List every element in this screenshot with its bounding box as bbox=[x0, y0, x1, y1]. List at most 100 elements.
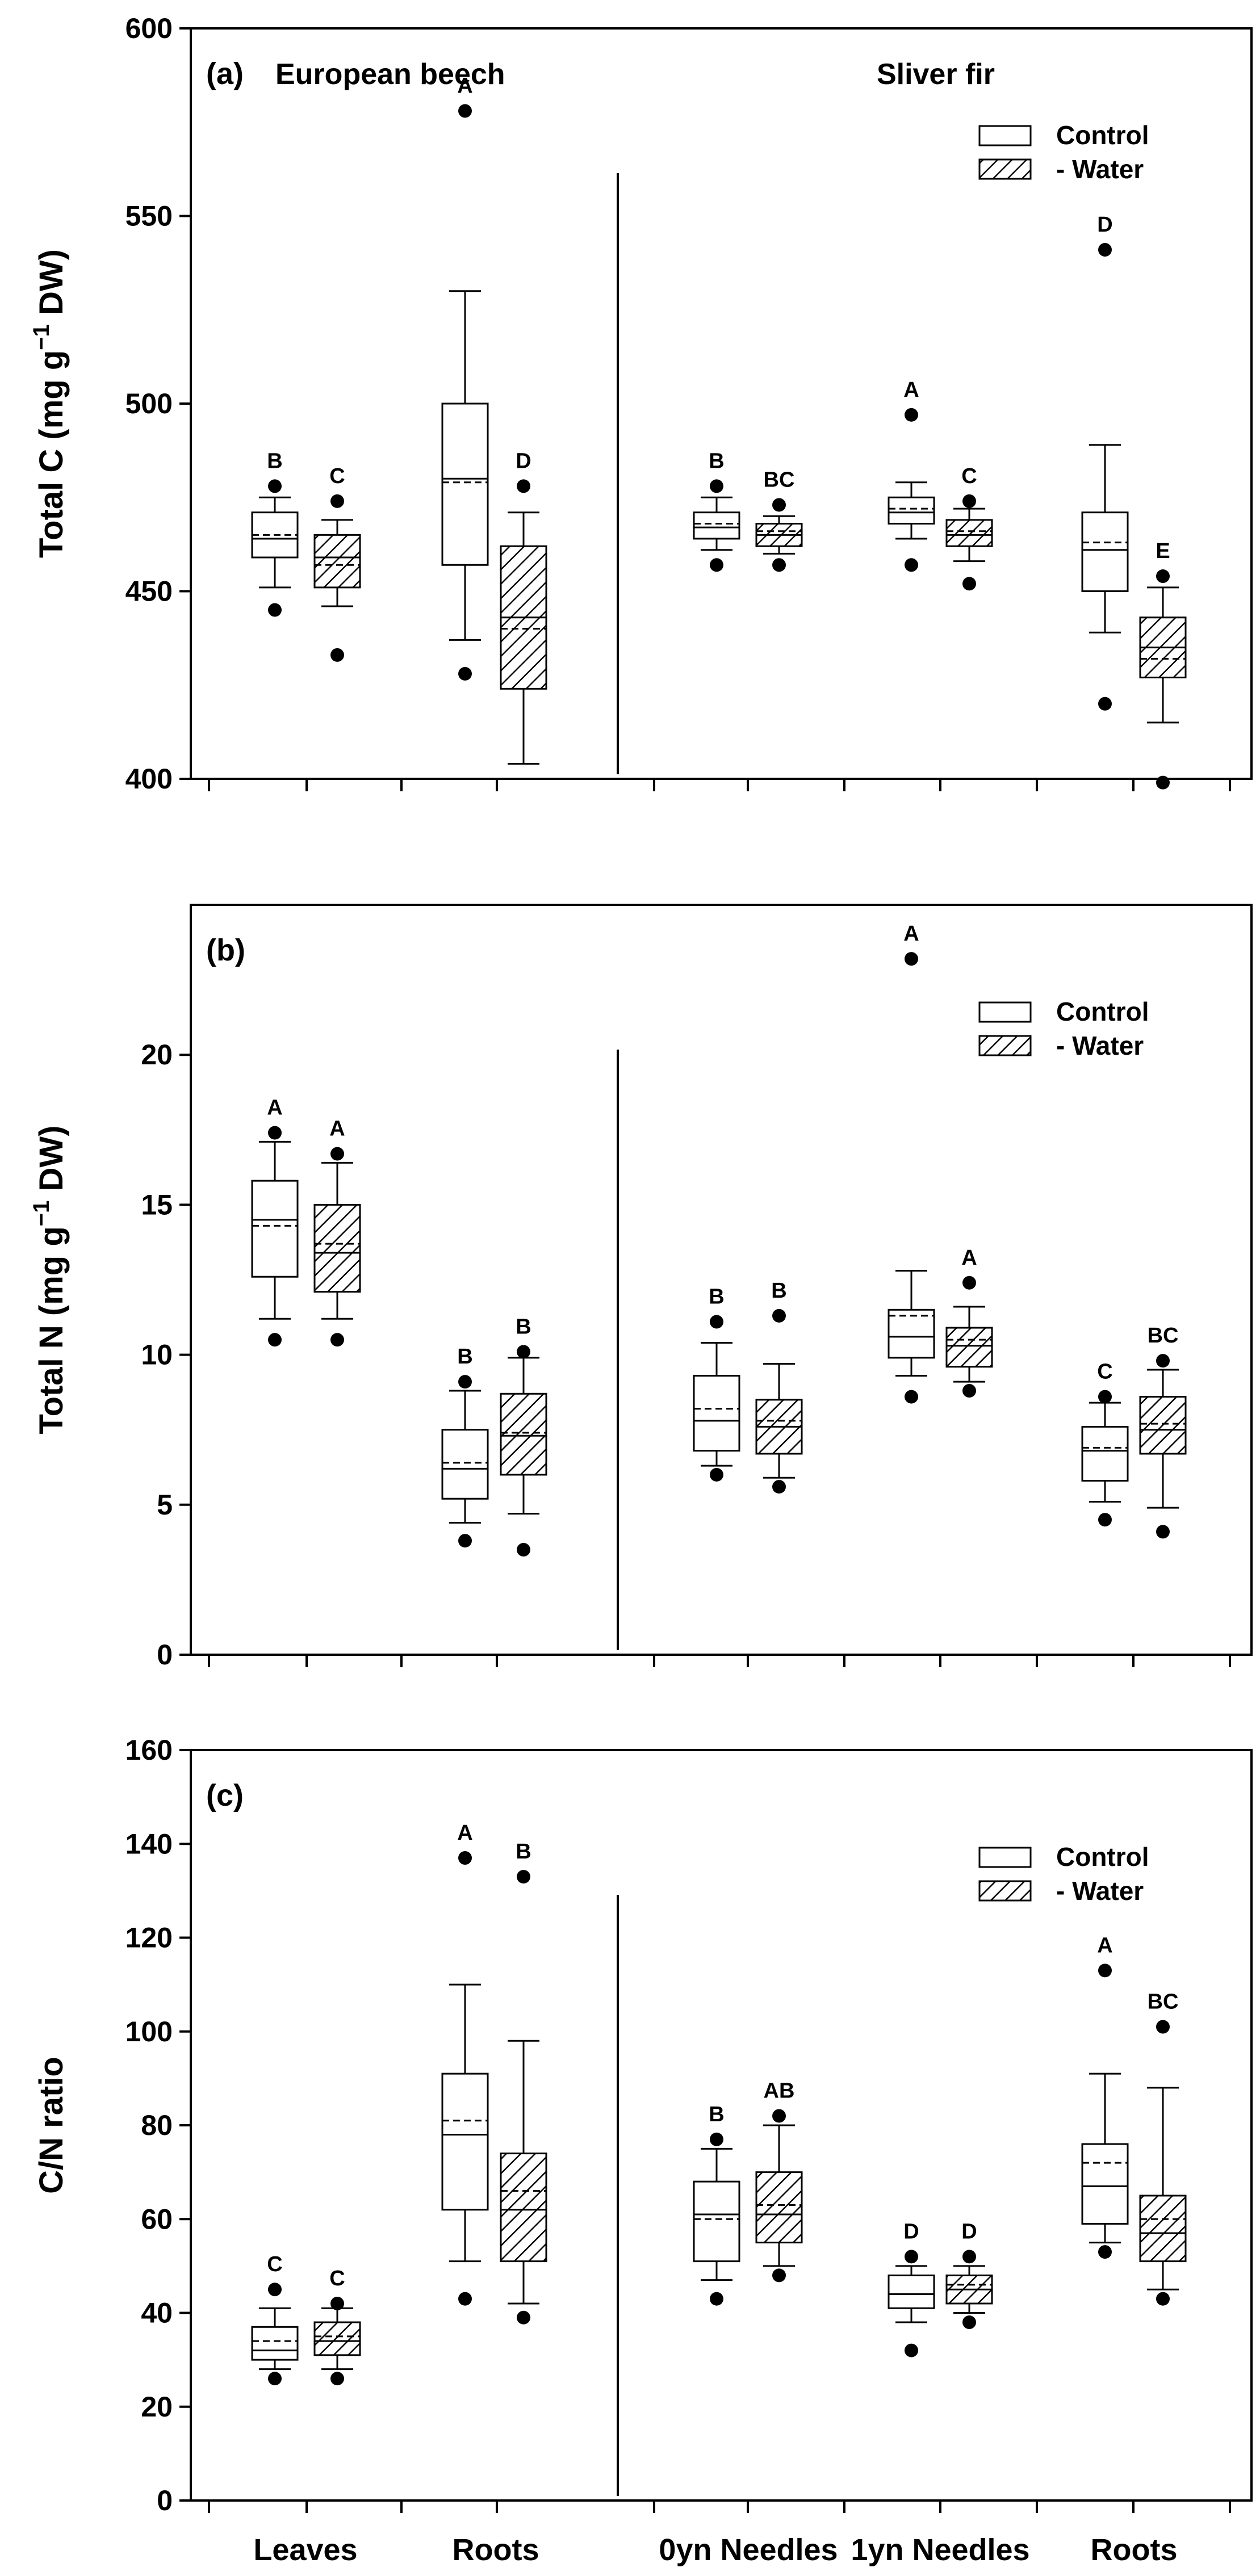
box-body bbox=[693, 511, 740, 540]
outlier-point bbox=[962, 1384, 976, 1398]
y-axis-title: Total N (mg g−1 DW) bbox=[29, 1126, 70, 1434]
box-leaves-control: B bbox=[251, 449, 299, 617]
box-1yn-needles-water: A bbox=[945, 1246, 993, 1398]
outlier-point bbox=[330, 648, 344, 662]
box-0yn-needles-control: B bbox=[693, 1285, 740, 1482]
outlier-point bbox=[330, 2372, 344, 2386]
outlier-point bbox=[905, 408, 918, 422]
box-1yn-needles-control: D bbox=[888, 2220, 935, 2357]
outlier-point bbox=[710, 558, 723, 572]
legend-label-water: - Water bbox=[1056, 1031, 1144, 1060]
significance-letter: B bbox=[709, 1285, 724, 1308]
box-body bbox=[251, 2326, 299, 2361]
outlier-point bbox=[517, 1345, 530, 1359]
legend-swatch-water bbox=[978, 158, 1032, 180]
x-category-label: Roots bbox=[453, 2533, 539, 2567]
outlier-point bbox=[772, 2109, 786, 2123]
outlier-point bbox=[268, 1126, 282, 1140]
y-tick-label: 140 bbox=[125, 1828, 173, 1860]
outlier-point bbox=[458, 2292, 472, 2306]
panel-label: (c) bbox=[206, 1778, 244, 1813]
box-body bbox=[441, 402, 489, 566]
y-axis-title-main: Total C (mg g bbox=[33, 350, 70, 558]
y-tick-label: 550 bbox=[125, 200, 173, 232]
outlier-point bbox=[458, 1851, 472, 1865]
y-tick-label: 80 bbox=[141, 2109, 173, 2141]
outlier-point bbox=[962, 494, 976, 508]
outlier-point bbox=[1156, 1354, 1170, 1368]
legend: Control - Water bbox=[978, 1842, 1149, 1906]
outlier-point bbox=[268, 2372, 282, 2386]
legend-swatch-control bbox=[978, 125, 1032, 146]
outlier-point bbox=[772, 1308, 786, 1323]
box-leaves-water: A bbox=[313, 1117, 361, 1347]
outlier-point bbox=[517, 2310, 530, 2325]
box-body bbox=[313, 1203, 361, 1293]
significance-letter: C bbox=[267, 2252, 282, 2276]
outlier-point bbox=[1098, 2245, 1112, 2259]
significance-letter: A bbox=[903, 378, 919, 402]
outlier-point bbox=[905, 2250, 918, 2264]
panel-label: (b) bbox=[206, 933, 245, 967]
y-tick-label: 160 bbox=[125, 1734, 173, 1766]
box-body bbox=[945, 519, 993, 547]
significance-letter: B bbox=[457, 1345, 472, 1369]
y-axis-title-exponent: −1 bbox=[29, 324, 54, 350]
y-tick-label: 40 bbox=[141, 2297, 173, 2329]
significance-letter: D bbox=[903, 2220, 919, 2243]
y-axis-title: Total C (mg g−1 DW) bbox=[29, 249, 70, 558]
y-axis-title-tail: DW) bbox=[33, 249, 70, 324]
legend-label-control: Control bbox=[1056, 997, 1149, 1026]
outlier-point bbox=[772, 1480, 786, 1494]
x-category-label: Roots bbox=[1091, 2533, 1178, 2567]
outlier-point bbox=[710, 479, 723, 493]
box-body bbox=[945, 1327, 993, 1368]
box-leaves-water: C bbox=[313, 2267, 361, 2386]
y-tick-label: 5 bbox=[157, 1489, 173, 1521]
outlier-point bbox=[1156, 2292, 1170, 2306]
significance-letter: B bbox=[709, 449, 724, 473]
outlier-point bbox=[905, 952, 918, 966]
significance-letter: E bbox=[1156, 539, 1170, 563]
significance-letter: D bbox=[1097, 213, 1112, 237]
box-body bbox=[1139, 2195, 1187, 2263]
box-roots-control: D bbox=[1081, 213, 1129, 711]
panel-label: (a) bbox=[206, 57, 244, 91]
outlier-point bbox=[772, 498, 786, 512]
y-tick-label: 15 bbox=[141, 1189, 173, 1220]
x-category-label: 1yn Needles bbox=[851, 2533, 1029, 2567]
outlier-point bbox=[458, 1534, 472, 1548]
box-roots-control: B bbox=[441, 1345, 489, 1548]
outlier-point bbox=[1156, 1525, 1170, 1539]
plot-frame bbox=[190, 904, 1253, 1656]
box-roots-water: BC bbox=[1139, 1324, 1187, 1539]
outlier-point bbox=[458, 666, 472, 681]
box-0yn-needles-control: B bbox=[693, 2103, 740, 2306]
box-body bbox=[693, 1375, 740, 1452]
significance-letter: A bbox=[961, 1246, 977, 1270]
legend-label-water: - Water bbox=[1056, 154, 1144, 184]
outlier-point bbox=[710, 1315, 723, 1329]
significance-letter: B bbox=[771, 1279, 786, 1303]
box-roots-water: B bbox=[500, 1840, 547, 2325]
outlier-point bbox=[330, 2296, 344, 2310]
outlier-point bbox=[1098, 1390, 1112, 1404]
x-category-label: 0yn Needles bbox=[659, 2533, 838, 2567]
panel-a: 400 450 500 550 600 Total C (mg g−1 DW) (a) Eur… bbox=[29, 12, 1253, 795]
box-body bbox=[755, 2171, 803, 2244]
box-body bbox=[888, 1308, 935, 1359]
outlier-point bbox=[905, 558, 918, 572]
box-body bbox=[1139, 1396, 1187, 1455]
outlier-point bbox=[1156, 775, 1170, 790]
box-0yn-needles-water: B bbox=[755, 1279, 803, 1494]
box-1yn-needles-control: A bbox=[888, 378, 935, 572]
y-axis-title-main: Total N (mg g bbox=[33, 1226, 70, 1434]
significance-letter: C bbox=[329, 2267, 345, 2290]
legend: Control - Water bbox=[978, 120, 1149, 184]
y-tick-label: 450 bbox=[125, 576, 173, 607]
outlier-point bbox=[710, 1467, 723, 1482]
significance-letter: A bbox=[457, 74, 472, 98]
y-tick-label: 10 bbox=[141, 1339, 173, 1371]
y-tick-label: 0 bbox=[157, 1639, 173, 1671]
